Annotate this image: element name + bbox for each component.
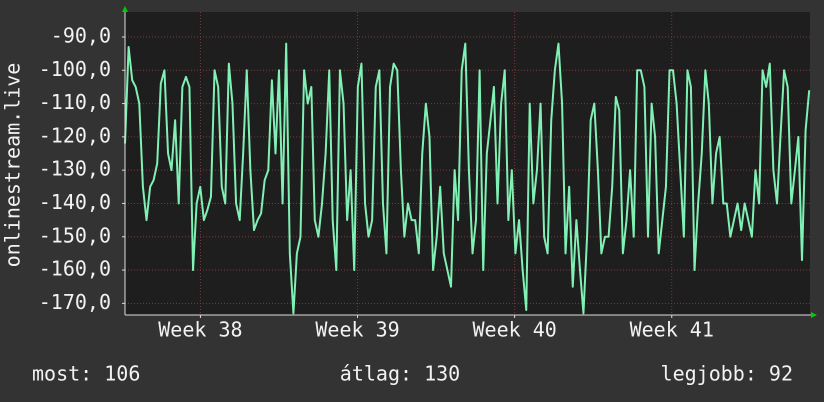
best-value: legjobb: 92 — [661, 362, 793, 386]
x-arrow — [811, 312, 817, 318]
y-tick-label: -160,0 — [39, 257, 111, 281]
y-tick-label: -140,0 — [39, 190, 111, 214]
current-value: most: 106 — [32, 362, 140, 386]
x-tick-label: Week 39 — [315, 318, 399, 342]
plot-area — [125, 12, 810, 315]
y-tick-label: -120,0 — [39, 123, 111, 147]
plot — [124, 42, 811, 315]
y-arrow — [122, 6, 128, 12]
x-tick-label: Week 38 — [158, 318, 242, 342]
x-tick-label: Week 41 — [630, 318, 714, 342]
y-axis-title: onlinestream.live — [1, 63, 25, 268]
y-tick-label: -150,0 — [39, 223, 111, 247]
y-tick-label: -130,0 — [39, 157, 111, 181]
y-tick-label: -110,0 — [39, 90, 111, 114]
y-tick-label: -90,0 — [51, 23, 111, 47]
data-line — [124, 42, 811, 315]
average-value: átlag: 130 — [340, 362, 460, 386]
y-tick-label: -100,0 — [39, 57, 111, 81]
x-tick-label: Week 40 — [472, 318, 556, 342]
y-tick-label: -170,0 — [39, 290, 111, 314]
